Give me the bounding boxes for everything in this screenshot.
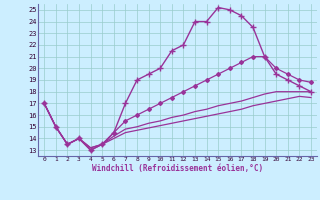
X-axis label: Windchill (Refroidissement éolien,°C): Windchill (Refroidissement éolien,°C) bbox=[92, 164, 263, 173]
